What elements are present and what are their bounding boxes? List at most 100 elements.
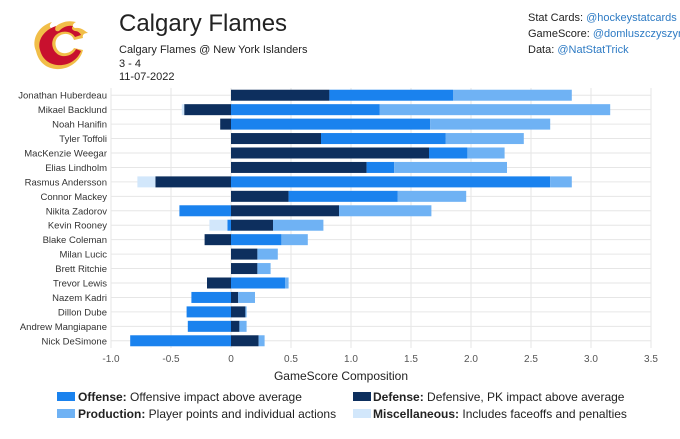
bar-defense bbox=[220, 118, 231, 130]
credit-handle-link[interactable]: @NatStatTrick bbox=[557, 44, 629, 56]
legend-item-misc: Miscellaneous: Includes faceoffs and pen… bbox=[373, 407, 627, 421]
legend-desc: Player points and individual actions bbox=[145, 407, 337, 421]
player-label: Nick DeSimone bbox=[42, 336, 107, 347]
legend-swatch-misc bbox=[353, 409, 371, 418]
player-label: Milan Lucic bbox=[59, 250, 107, 261]
bar-defense bbox=[231, 89, 330, 101]
game-matchup: Calgary Flames @ New York Islanders bbox=[119, 44, 308, 56]
bar-defense bbox=[231, 219, 273, 231]
legend-desc: Offensive impact above average bbox=[126, 390, 302, 404]
legend-swatch-defense bbox=[353, 392, 371, 401]
player-label: Elias Lindholm bbox=[45, 163, 107, 174]
legend-desc: Defensive, PK impact above average bbox=[423, 390, 625, 404]
bar-offense bbox=[329, 89, 453, 101]
bar-defense bbox=[184, 104, 231, 116]
player-label: Rasmus Andersson bbox=[25, 177, 107, 188]
bar-offense bbox=[231, 176, 551, 188]
bar-production bbox=[258, 335, 265, 347]
x-tick-label: 1.5 bbox=[404, 354, 418, 365]
bar-production bbox=[257, 263, 271, 275]
bar-offense bbox=[130, 335, 231, 347]
bar-production bbox=[285, 277, 289, 289]
x-tick-label: 2.0 bbox=[464, 354, 478, 365]
bar-defense bbox=[231, 147, 429, 159]
bar-production bbox=[238, 291, 255, 303]
bar-production bbox=[379, 104, 611, 116]
bar-production bbox=[257, 248, 278, 260]
x-tick-label: -1.0 bbox=[102, 354, 120, 365]
legend-item-defense: Defense: Defensive, PK impact above aver… bbox=[373, 390, 624, 404]
legend-key: Defense: bbox=[373, 390, 424, 404]
bar-defense bbox=[155, 176, 231, 188]
player-label: Brett Ritchie bbox=[55, 264, 107, 275]
bar-offense bbox=[429, 147, 468, 159]
bar-defense bbox=[231, 335, 259, 347]
bar-defense bbox=[231, 161, 367, 173]
player-label: Noah Hanifin bbox=[52, 120, 107, 131]
legend-key: Production: bbox=[78, 407, 146, 421]
calgary-flames-logo bbox=[34, 21, 88, 70]
page-title: Calgary Flames bbox=[119, 10, 288, 37]
bar-production bbox=[273, 219, 324, 231]
bar-production bbox=[281, 234, 308, 246]
bar-offense bbox=[321, 133, 446, 145]
legend-key: Offense: bbox=[78, 390, 127, 404]
x-tick-label: -0.5 bbox=[162, 354, 180, 365]
credit-label: Data: bbox=[528, 44, 558, 56]
bar-defense bbox=[231, 248, 258, 260]
credit-handle-link[interactable]: @hockeystatcards bbox=[586, 12, 677, 24]
credit-stat-cards: Stat Cards: @hockeystatcards bbox=[528, 12, 677, 24]
bar-production bbox=[453, 89, 572, 101]
bar-production bbox=[445, 133, 524, 145]
bar-offense bbox=[186, 306, 231, 318]
bar-misc bbox=[137, 176, 156, 188]
player-label: Kevin Rooney bbox=[48, 221, 107, 232]
x-tick-label: 0 bbox=[228, 354, 234, 365]
bar-offense bbox=[187, 320, 231, 332]
credit-label: GameScore: bbox=[528, 28, 593, 40]
bar-offense bbox=[231, 234, 282, 246]
credit-data: Data: @NatStatTrick bbox=[528, 44, 629, 56]
bar-offense bbox=[227, 219, 231, 231]
x-axis-title: GameScore Composition bbox=[274, 369, 408, 383]
bar-offense bbox=[366, 161, 395, 173]
legend-desc: Includes faceoffs and penalties bbox=[459, 407, 627, 421]
bar-production bbox=[394, 161, 507, 173]
bar-production bbox=[239, 320, 247, 332]
game-score: 3 - 4 bbox=[119, 58, 142, 70]
bar-defense bbox=[207, 277, 231, 289]
x-tick-label: 0.5 bbox=[284, 354, 298, 365]
bar-defense bbox=[231, 133, 321, 145]
bar-offense bbox=[179, 205, 231, 217]
player-label: Trevor Lewis bbox=[53, 279, 107, 290]
bar-offense bbox=[231, 104, 380, 116]
legend-item-offense: Offense: Offensive impact above average bbox=[78, 390, 302, 404]
legend-item-production: Production: Player points and individual… bbox=[78, 407, 336, 421]
player-label: Nikita Zadorov bbox=[46, 206, 107, 217]
bar-offense bbox=[191, 291, 231, 303]
bar-production bbox=[397, 190, 467, 202]
bar-offense bbox=[231, 277, 285, 289]
player-label: Andrew Mangiapane bbox=[20, 322, 107, 333]
bar-defense bbox=[204, 234, 231, 246]
bar-defense bbox=[231, 190, 289, 202]
legend-swatch-offense bbox=[57, 392, 75, 401]
player-label: Nazem Kadri bbox=[52, 293, 107, 304]
x-tick-label: 3.5 bbox=[644, 354, 658, 365]
player-label: Blake Coleman bbox=[43, 235, 107, 246]
game-date: 11-07-2022 bbox=[119, 71, 175, 83]
bar-defense bbox=[231, 306, 246, 318]
bar-defense bbox=[231, 291, 239, 303]
player-label: Mikael Backlund bbox=[38, 105, 107, 116]
bar-production bbox=[245, 306, 247, 318]
bar-production bbox=[339, 205, 432, 217]
bar-production bbox=[430, 118, 551, 130]
credit-handle-link[interactable]: @domluszczyszyn bbox=[592, 28, 680, 40]
x-tick-label: 2.5 bbox=[524, 354, 538, 365]
credit-gamescore: GameScore: @domluszczyszyn bbox=[528, 28, 680, 40]
credit-label: Stat Cards: bbox=[528, 12, 587, 24]
legend-key: Miscellaneous: bbox=[373, 407, 460, 421]
bar-production bbox=[550, 176, 572, 188]
bar-misc bbox=[209, 219, 228, 231]
